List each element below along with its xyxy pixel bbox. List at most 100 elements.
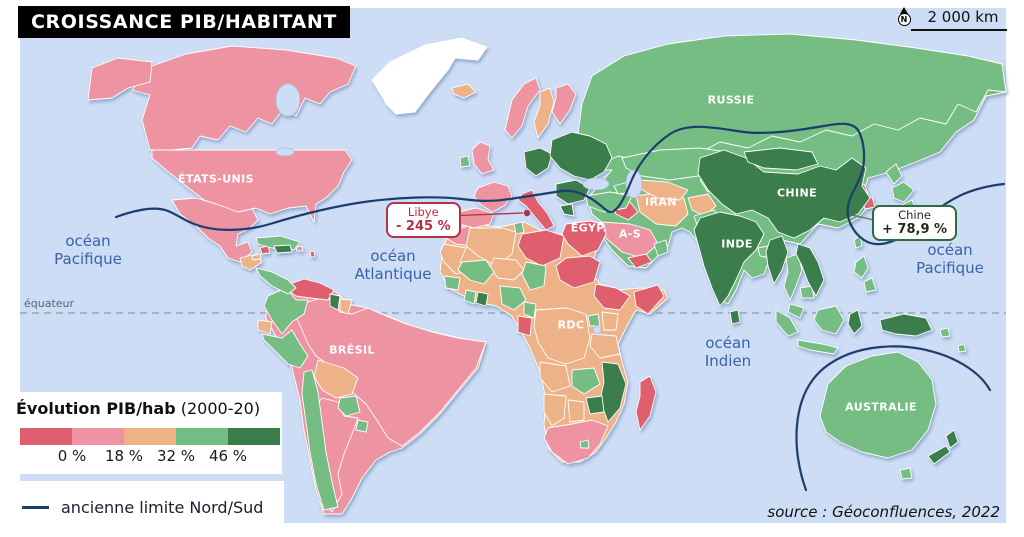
- country-egypt: [561, 220, 607, 257]
- country-brazil: [295, 295, 487, 447]
- ocean-word: océan: [705, 334, 751, 352]
- label-usa: ÉTATS-UNIS: [178, 172, 254, 186]
- north-arrow-icon: N: [896, 7, 912, 26]
- island-taiwan: [853, 235, 863, 249]
- island-pacific-1: [939, 327, 951, 338]
- country-congo-gabon: [517, 315, 533, 337]
- country-lesotho: [579, 439, 590, 449]
- country-turkey: [585, 191, 633, 213]
- legend-title: Évolution PIB/hab (2000-20): [16, 399, 260, 418]
- island-japan-main: [891, 181, 915, 203]
- island-new-zealand-south: [927, 445, 951, 465]
- legend-tick-32: 32 %: [156, 447, 196, 465]
- legend-tick-0: 0 %: [57, 447, 87, 465]
- label-australia: AUSTRALIE: [845, 400, 917, 414]
- country-somalia: [633, 284, 665, 315]
- country-libya: [517, 229, 565, 267]
- countries-growth-32-46: [255, 33, 1007, 511]
- lake-victoria: [592, 325, 602, 335]
- island-philippines-south: [863, 277, 877, 293]
- label-russia: RUSSIE: [707, 93, 755, 107]
- label-egypt: ÉGYP.: [570, 221, 608, 235]
- country-greenland: [371, 37, 488, 115]
- limit-legend-panel: ancienne limite Nord/Sud: [0, 481, 284, 533]
- island-tasmania: [899, 467, 913, 480]
- libya-callout-title: Libye: [407, 205, 439, 219]
- label-drc: RDC: [557, 318, 585, 332]
- legend-title-bold: Évolution PIB/hab: [16, 399, 176, 418]
- country-central-europe: [523, 147, 553, 177]
- legend-swatch-over-46: [228, 428, 280, 445]
- china-callout: Chine + 78,9 %: [872, 205, 958, 241]
- ocean-word: océan: [65, 232, 111, 250]
- country-peru: [261, 329, 309, 369]
- country-india: [693, 211, 765, 307]
- label-brazil: BRÉSIL: [329, 343, 375, 357]
- legend-swatch-32-46: [176, 428, 228, 445]
- china-callout-title: Chine: [898, 208, 931, 222]
- country-guyana: [329, 293, 341, 311]
- country-mozambique: [599, 361, 627, 423]
- country-mali: [457, 259, 495, 285]
- legend-swatches: [20, 428, 280, 445]
- label-india: INDE: [721, 237, 753, 251]
- label-china: CHINE: [776, 186, 818, 200]
- country-mongolia: [743, 147, 819, 171]
- island-japan-north: [885, 163, 903, 185]
- black-sea: [582, 177, 610, 191]
- countries-growth-over-46: [273, 131, 959, 465]
- country-south-africa: [543, 419, 609, 465]
- island-sumatra: [775, 309, 799, 337]
- country-ivory-coast: [463, 289, 477, 305]
- label-ocean-pacific-west: océan Pacifique: [54, 232, 122, 268]
- legend-title-period: (2000-20): [175, 399, 261, 418]
- island-haiti: [259, 245, 271, 255]
- country-senegal-guinea: [443, 275, 461, 291]
- country-paraguay: [337, 395, 361, 417]
- island-jamaica: [251, 253, 262, 261]
- island-puerto-rico: [295, 245, 304, 252]
- country-saudi-arabia: [601, 221, 659, 259]
- country-yemen: [627, 253, 653, 269]
- ocean-name: Atlantique: [354, 265, 432, 283]
- island-antilles: [309, 250, 316, 258]
- country-finland: [551, 83, 577, 125]
- country-laos-vietnam: [795, 243, 825, 297]
- legend-swatch-negative: [20, 428, 72, 445]
- limit-legend-label: ancienne limite Nord/Sud: [61, 497, 264, 517]
- country-australia: [819, 351, 937, 459]
- scale-line: [911, 29, 1007, 31]
- legend-panel: Évolution PIB/hab (2000-20) 0 % 18 % 32 …: [4, 392, 282, 474]
- country-uruguay: [355, 419, 369, 433]
- label-iran: IRAN: [645, 195, 677, 209]
- country-alaska: [87, 57, 153, 101]
- north-south-limit-line: [114, 122, 1006, 246]
- country-suriname: [339, 298, 353, 315]
- china-leader-line: [851, 214, 875, 221]
- country-uk: [471, 141, 495, 175]
- limit-line-swatch: [22, 505, 49, 509]
- country-myanmar: [765, 235, 789, 285]
- island-sulawesi: [847, 309, 863, 335]
- great-lakes: [275, 147, 295, 157]
- island-philippines-north: [853, 255, 869, 279]
- libya-callout-value: - 245 %: [396, 219, 451, 234]
- island-pacific-2: [957, 343, 967, 353]
- libya-leader-dot: [523, 209, 531, 217]
- country-malaysia: [787, 303, 805, 319]
- island-java: [797, 339, 839, 355]
- country-turkmenistan: [639, 179, 689, 201]
- label-saudi-arabia: A-S: [618, 227, 642, 241]
- island-iceland: [451, 83, 477, 99]
- country-ghana: [475, 291, 489, 307]
- lakes: [275, 83, 643, 335]
- country-tunisia: [513, 221, 525, 235]
- ocean-name: Pacifique: [916, 259, 984, 277]
- island-new-zealand-north: [945, 429, 959, 449]
- country-panama-costa-rica: [255, 267, 297, 295]
- north-south-limit-line-australia: [795, 345, 992, 492]
- country-sudan: [555, 255, 601, 289]
- country-botswana: [567, 399, 585, 423]
- country-drc: [533, 307, 591, 365]
